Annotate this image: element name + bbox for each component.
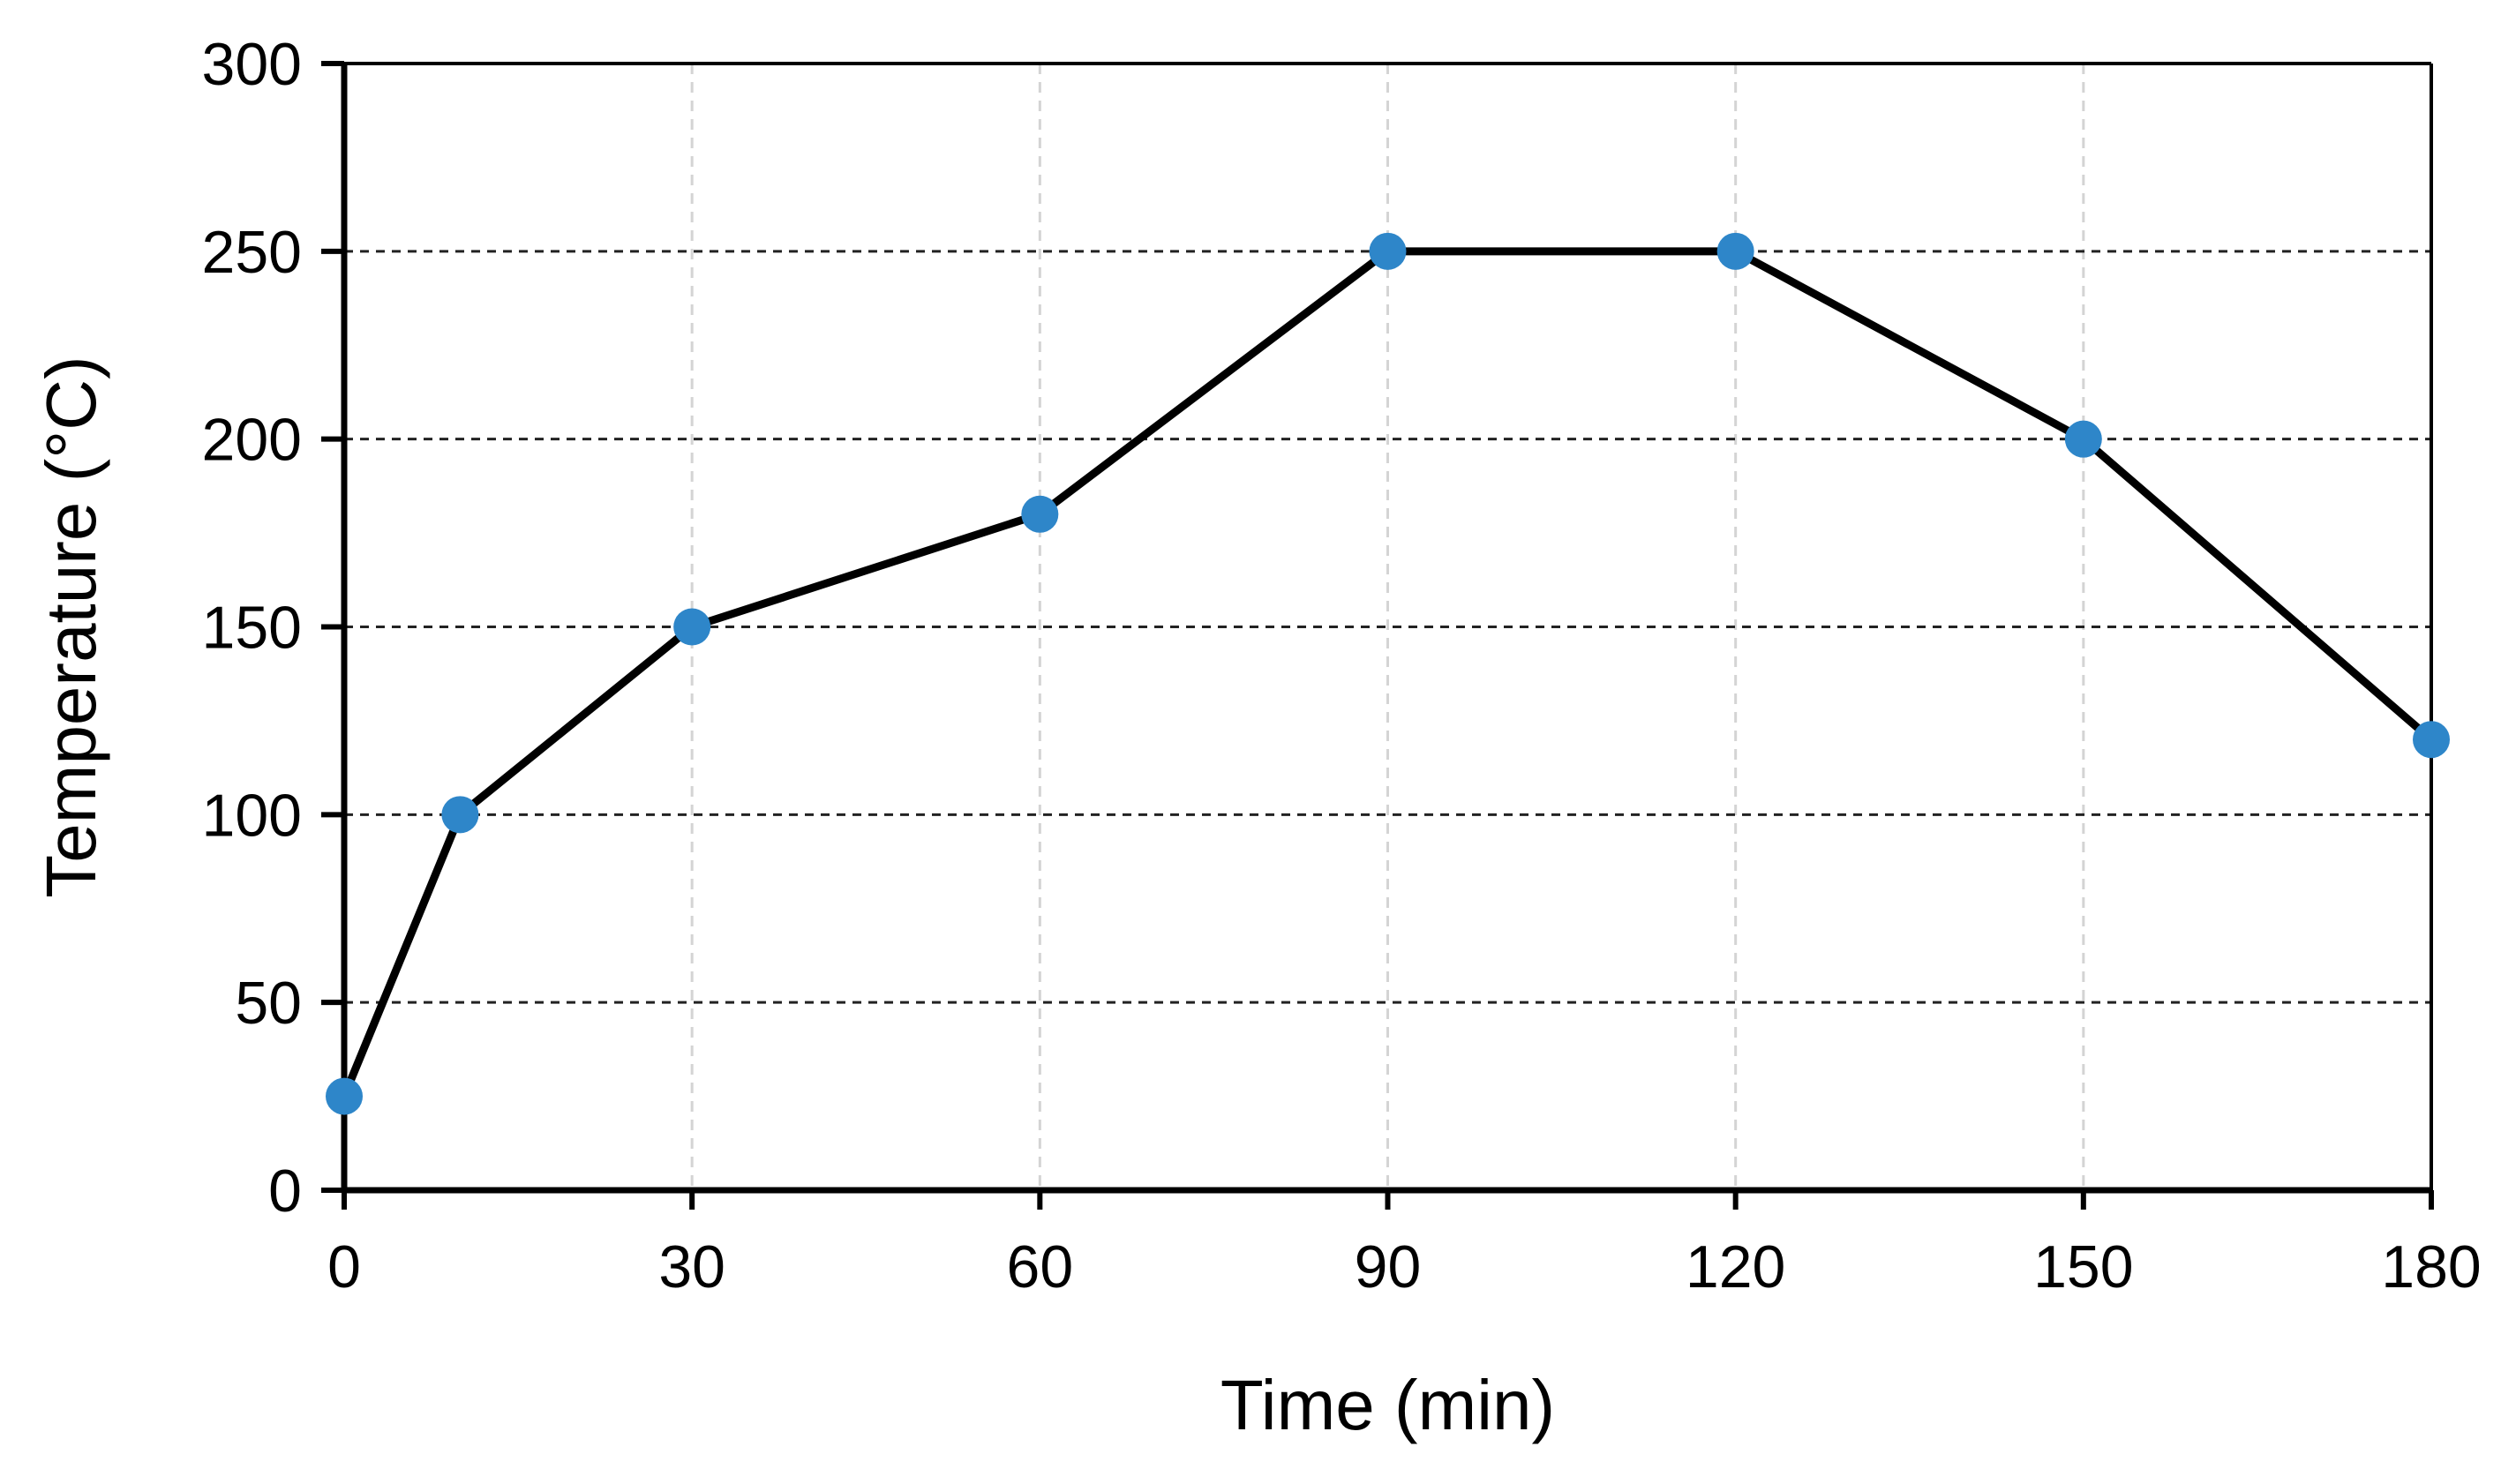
y-tick-label: 200 — [202, 407, 302, 474]
data-point — [2413, 721, 2450, 759]
y-tick-label: 100 — [202, 782, 302, 849]
data-point — [673, 608, 711, 646]
series-line — [340, 247, 2434, 1098]
y-axis-title: Temperature (°C) — [32, 356, 110, 897]
data-series — [326, 232, 2450, 1115]
x-tick-label: 120 — [1686, 1233, 1785, 1300]
x-tick-label: 30 — [658, 1233, 725, 1300]
x-axis-title: Time (min) — [1220, 1366, 1555, 1444]
x-tick-label: 150 — [2033, 1233, 2133, 1300]
grid-lines — [344, 64, 2431, 1190]
y-tick-label: 0 — [268, 1158, 302, 1225]
data-point — [2064, 420, 2102, 458]
x-tick-label: 0 — [327, 1233, 361, 1300]
tick-labels: 0 50 100 150 200 250 300 0 30 60 90 120 150 180 — [202, 31, 2482, 1300]
data-point — [1369, 232, 1407, 270]
x-tick-label: 180 — [2381, 1233, 2481, 1300]
y-tick-label: 150 — [202, 595, 302, 662]
data-point — [1021, 495, 1059, 533]
data-point — [326, 1077, 363, 1115]
y-tick-label: 50 — [235, 970, 302, 1037]
x-tick-label: 90 — [1355, 1233, 1422, 1300]
data-point — [1716, 232, 1754, 270]
y-tick-label: 250 — [202, 219, 302, 286]
axes — [321, 61, 2434, 1210]
x-tick-label: 60 — [1007, 1233, 1074, 1300]
y-tick-label: 300 — [202, 31, 302, 98]
data-point — [441, 796, 479, 834]
